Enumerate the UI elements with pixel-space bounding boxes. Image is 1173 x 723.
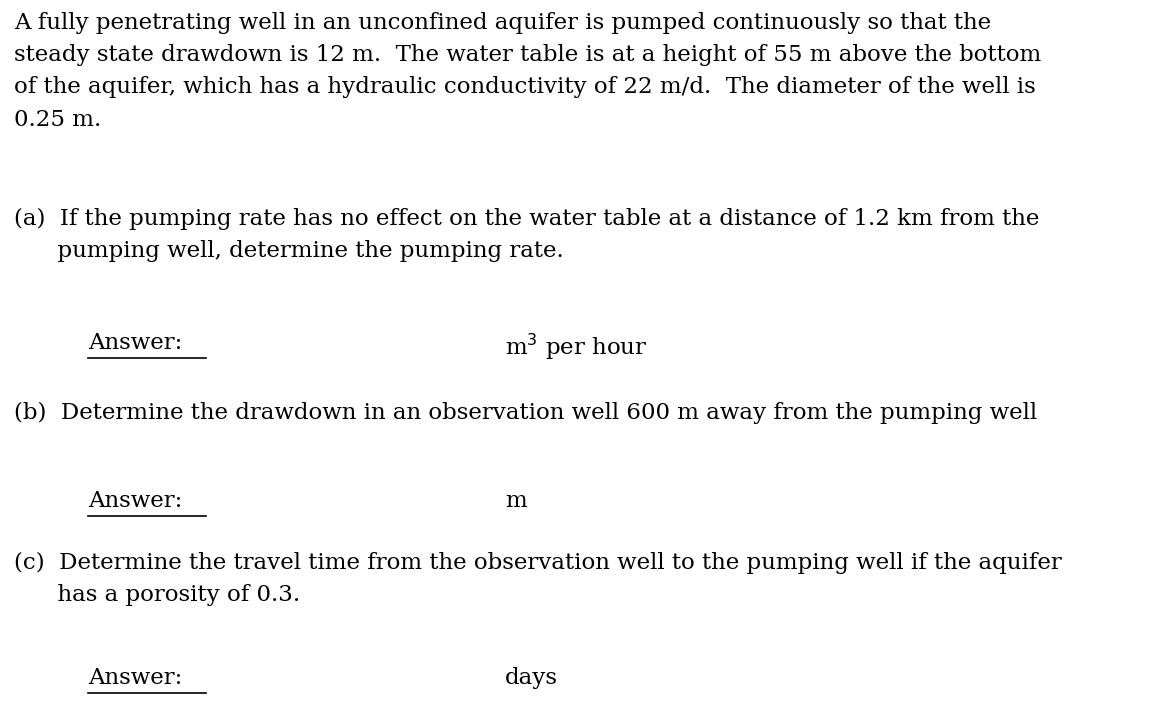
Text: A fully penetrating well in an unconfined aquifer is pumped continuously so that: A fully penetrating well in an unconfine… bbox=[14, 12, 1042, 131]
Text: m: m bbox=[506, 490, 527, 512]
Text: (c)  Determine the travel time from the observation well to the pumping well if : (c) Determine the travel time from the o… bbox=[14, 552, 1062, 574]
Text: Answer:: Answer: bbox=[88, 490, 182, 512]
Text: days: days bbox=[506, 667, 558, 689]
Text: (b)  Determine the drawdown in an observation well 600 m away from the pumping w: (b) Determine the drawdown in an observa… bbox=[14, 402, 1037, 424]
Text: has a porosity of 0.3.: has a porosity of 0.3. bbox=[14, 584, 300, 606]
Text: Answer:: Answer: bbox=[88, 332, 182, 354]
Text: pumping well, determine the pumping rate.: pumping well, determine the pumping rate… bbox=[14, 240, 564, 262]
Text: (a)  If the pumping rate has no effect on the water table at a distance of 1.2 k: (a) If the pumping rate has no effect on… bbox=[14, 208, 1039, 230]
Text: m$^3$ per hour: m$^3$ per hour bbox=[506, 332, 647, 362]
Text: Answer:: Answer: bbox=[88, 667, 182, 689]
